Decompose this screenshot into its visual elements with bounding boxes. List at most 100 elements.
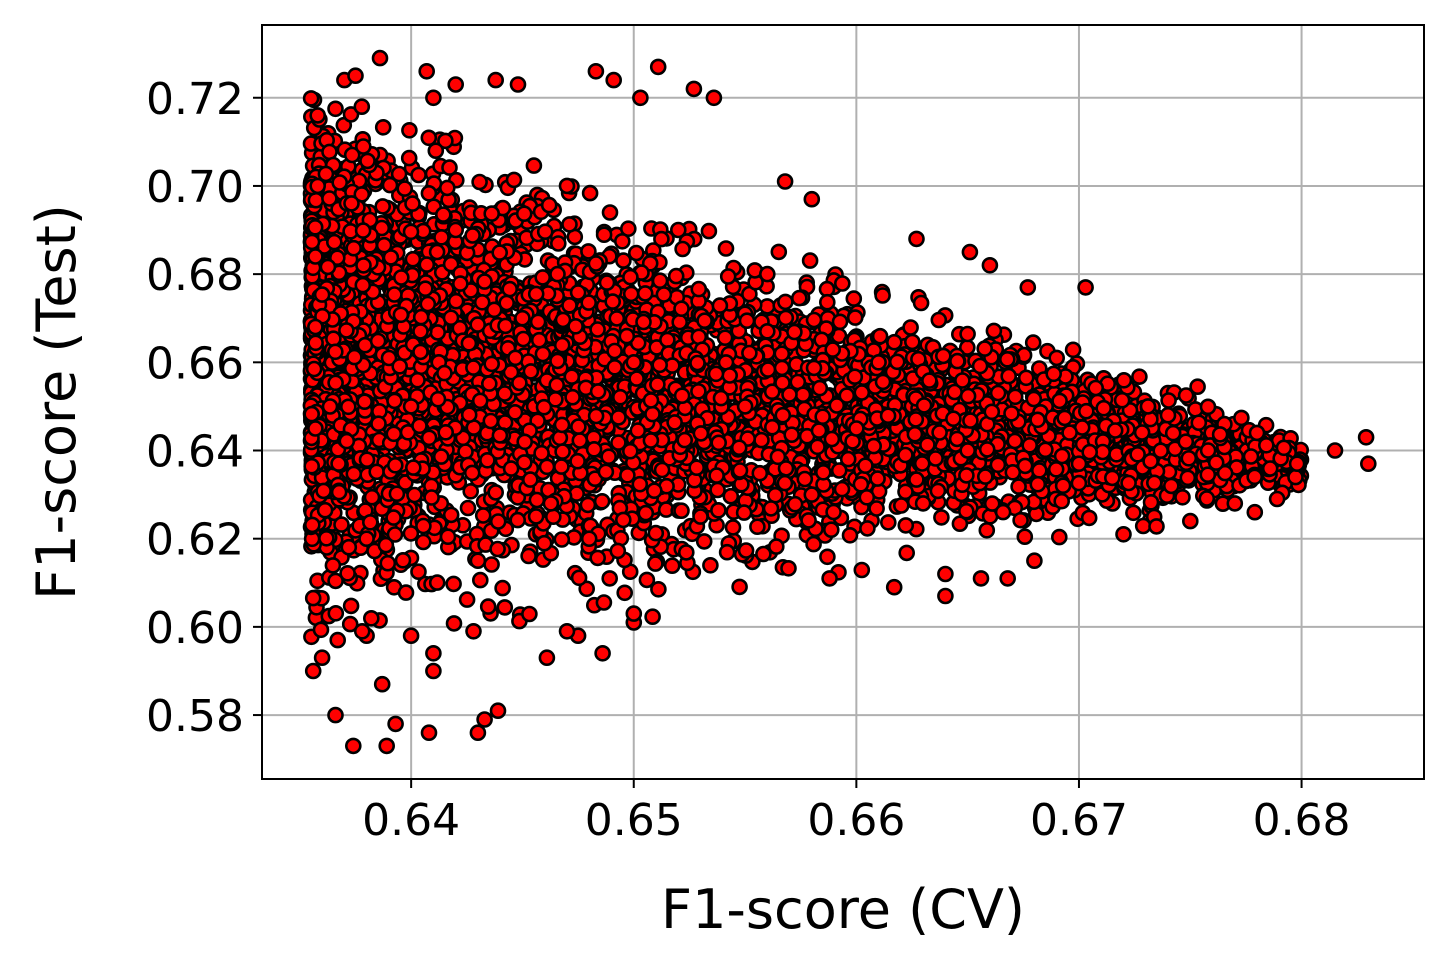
scatter-point [593, 492, 611, 510]
scatter-point [339, 564, 356, 582]
scatter-point [978, 521, 996, 539]
scatter-point [879, 514, 897, 531]
scatter-point [959, 325, 976, 343]
scatter-point [1024, 334, 1042, 351]
scatter-point [471, 571, 489, 589]
data-points [302, 49, 1377, 755]
scatter-point [868, 500, 885, 517]
scatter-point [439, 528, 457, 546]
scatter-point [731, 578, 748, 596]
scatter-point [989, 384, 1007, 402]
scatter-point [749, 518, 766, 536]
scatter-point [810, 422, 828, 439]
scatter-point [722, 487, 740, 505]
scatter-point [767, 538, 785, 555]
scatter-point [674, 240, 691, 258]
scatter-point [777, 309, 795, 327]
scatter-point [755, 545, 772, 563]
scatter-point [677, 544, 695, 561]
scatter-point [710, 501, 727, 519]
scatter-point [1148, 518, 1165, 535]
scatter-point [647, 555, 664, 572]
scatter-point [533, 444, 550, 462]
scatter-point [957, 502, 975, 520]
scatter-point [601, 204, 619, 221]
scatter-point [304, 589, 322, 607]
scatter-point [414, 533, 432, 551]
scatter-point [521, 605, 538, 623]
scatter-point [885, 333, 903, 351]
scatter-point [695, 533, 713, 550]
scatter-point [379, 554, 397, 572]
scatter-point [601, 570, 619, 587]
scatter-point [717, 240, 735, 257]
scatter-point [766, 486, 784, 504]
scatter-point [374, 198, 392, 215]
scatter-point [342, 597, 360, 615]
scatter-point [898, 544, 916, 562]
scatter-point [505, 171, 523, 189]
scatter-point [373, 219, 391, 237]
scatter-point [457, 443, 474, 460]
scatter-point [502, 460, 520, 477]
scatter-point [1016, 528, 1034, 546]
scatter-point [554, 443, 571, 460]
scatter-point [638, 571, 656, 589]
scatter-point [737, 542, 755, 559]
scatter-point [610, 434, 627, 451]
scatter-point [845, 290, 863, 307]
scatter-point [1064, 341, 1082, 359]
scatter-point [353, 98, 371, 115]
scatter-point [496, 599, 514, 616]
scatter-point [410, 166, 427, 184]
scatter-point [983, 495, 1001, 512]
scatter-point [404, 250, 422, 268]
scatter-point [1125, 504, 1142, 522]
scatter-point [579, 496, 597, 514]
scatter-point [663, 557, 681, 575]
scatter-point [853, 561, 871, 579]
scatter-point [700, 222, 718, 240]
scatter-point [509, 511, 527, 529]
scatter-point [846, 309, 864, 326]
scatter-point [801, 252, 819, 269]
scatter-point [341, 615, 359, 633]
scatter-point [831, 313, 849, 331]
scatter-point [1177, 387, 1195, 404]
scatter-point [363, 488, 381, 506]
scatter-point [445, 615, 463, 632]
scatter-point [312, 621, 330, 639]
scatter-point [418, 256, 436, 273]
scatter-point [483, 556, 500, 573]
scatter-point [805, 535, 822, 553]
scatter-point [401, 122, 418, 139]
scatter-point [839, 450, 857, 468]
scatter-point [302, 90, 320, 107]
scatter-point [653, 230, 670, 248]
scatter-point [930, 311, 948, 329]
scatter-point [535, 534, 553, 552]
scatter-point [394, 551, 412, 569]
scatter-point [819, 548, 836, 566]
scatter-point [462, 482, 480, 500]
scatter-point [445, 575, 462, 593]
scatter-point [324, 557, 342, 574]
scatter-point [362, 609, 380, 627]
scatter-point [1131, 368, 1148, 386]
scatter-point [951, 515, 969, 533]
scatter-point [615, 252, 632, 269]
scatter-point [571, 432, 589, 449]
scatter-point [833, 275, 851, 292]
scatter-point [1160, 392, 1177, 409]
scatter-point [822, 521, 840, 539]
scatter-point [719, 268, 737, 285]
scatter-point [718, 543, 736, 561]
scatter-point [888, 353, 906, 371]
scatter-point [627, 244, 645, 262]
scatter-point [1010, 478, 1027, 495]
scatter-point [570, 569, 588, 587]
scatter-point [897, 517, 915, 534]
scatter-point [327, 100, 344, 118]
scatter-point [738, 312, 756, 330]
